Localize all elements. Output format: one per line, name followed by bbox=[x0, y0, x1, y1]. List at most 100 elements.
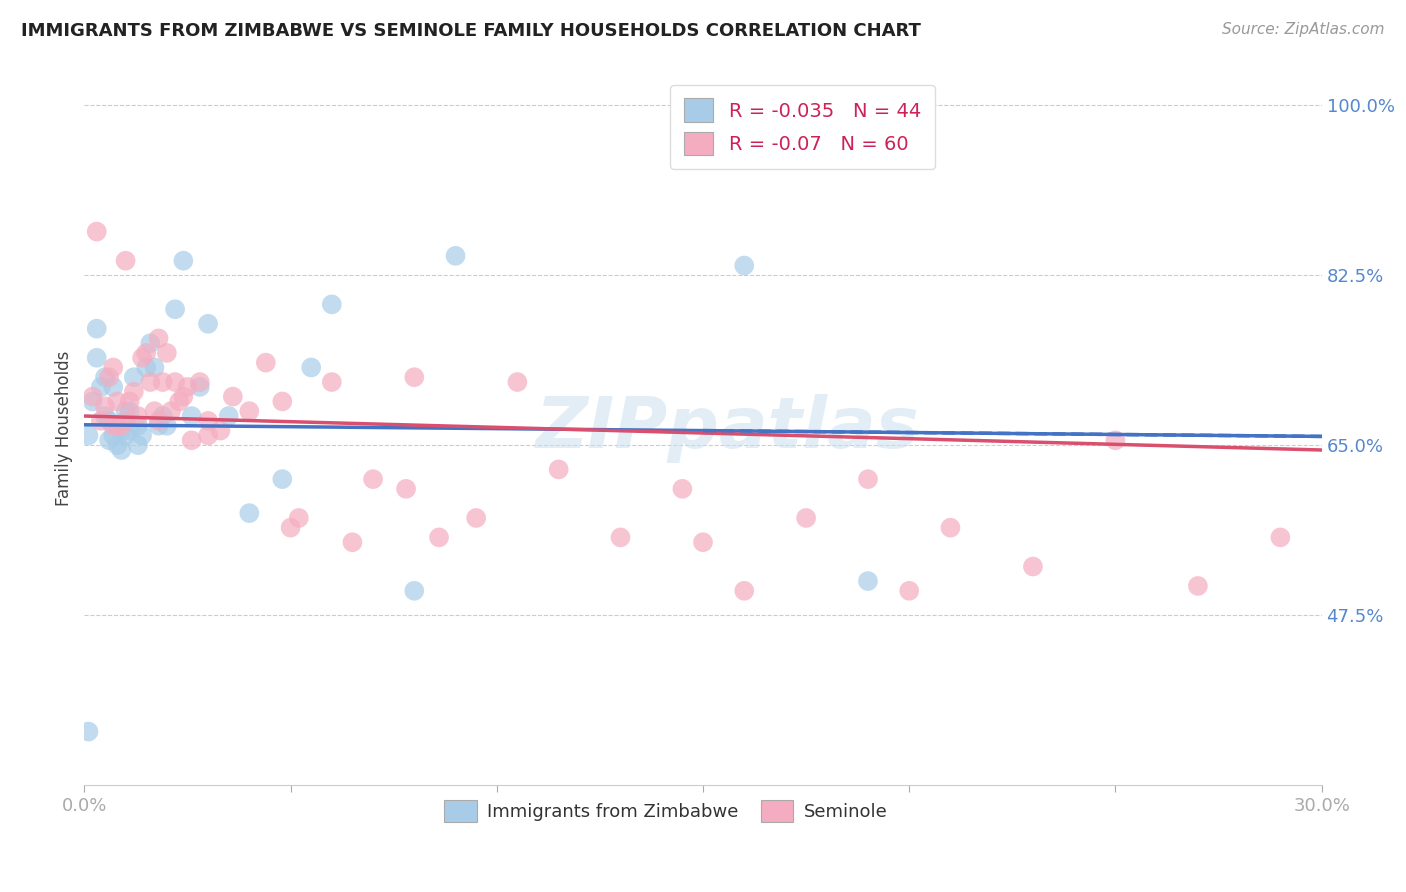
Point bbox=[118, 404, 141, 418]
Text: IMMIGRANTS FROM ZIMBABWE VS SEMINOLE FAMILY HOUSEHOLDS CORRELATION CHART: IMMIGRANTS FROM ZIMBABWE VS SEMINOLE FAM… bbox=[21, 22, 921, 40]
Point bbox=[172, 390, 194, 404]
Point bbox=[222, 390, 245, 404]
Point bbox=[110, 418, 132, 433]
Point bbox=[98, 370, 121, 384]
Point bbox=[86, 351, 108, 365]
Point bbox=[1104, 434, 1126, 448]
Point bbox=[188, 380, 211, 394]
Point bbox=[110, 424, 132, 438]
Point bbox=[197, 414, 219, 428]
Point bbox=[86, 225, 108, 239]
Point bbox=[139, 336, 162, 351]
Text: ZIPpatlas: ZIPpatlas bbox=[536, 393, 920, 463]
Point bbox=[671, 482, 693, 496]
Text: Source: ZipAtlas.com: Source: ZipAtlas.com bbox=[1222, 22, 1385, 37]
Point bbox=[238, 506, 260, 520]
Point bbox=[152, 375, 174, 389]
Point bbox=[114, 253, 136, 268]
Point bbox=[288, 511, 311, 525]
Point bbox=[404, 370, 426, 384]
Point bbox=[321, 375, 343, 389]
Point bbox=[506, 375, 529, 389]
Point bbox=[209, 424, 232, 438]
Point bbox=[148, 331, 170, 345]
Point bbox=[98, 434, 121, 448]
Point bbox=[94, 370, 117, 384]
Point bbox=[180, 434, 202, 448]
Point bbox=[127, 418, 149, 433]
Point bbox=[82, 394, 104, 409]
Point bbox=[148, 414, 170, 428]
Point bbox=[105, 418, 128, 433]
Point bbox=[77, 724, 100, 739]
Point bbox=[94, 400, 117, 414]
Point bbox=[1022, 559, 1045, 574]
Point bbox=[188, 375, 211, 389]
Point bbox=[465, 511, 488, 525]
Point bbox=[271, 472, 294, 486]
Point bbox=[898, 583, 921, 598]
Point bbox=[156, 418, 179, 433]
Y-axis label: Family Households: Family Households bbox=[55, 351, 73, 506]
Legend: Immigrants from Zimbabwe, Seminole: Immigrants from Zimbabwe, Seminole bbox=[437, 793, 894, 830]
Point bbox=[197, 317, 219, 331]
Point bbox=[135, 360, 157, 375]
Point bbox=[135, 346, 157, 360]
Point bbox=[118, 424, 141, 438]
Point bbox=[77, 428, 100, 442]
Point bbox=[143, 360, 166, 375]
Point bbox=[105, 418, 128, 433]
Point bbox=[160, 404, 183, 418]
Point bbox=[103, 360, 125, 375]
Point bbox=[131, 351, 153, 365]
Point bbox=[139, 375, 162, 389]
Point bbox=[218, 409, 240, 423]
Point bbox=[794, 511, 817, 525]
Point bbox=[110, 442, 132, 457]
Point bbox=[176, 380, 198, 394]
Point bbox=[165, 375, 187, 389]
Point bbox=[280, 521, 302, 535]
Point bbox=[165, 302, 187, 317]
Point bbox=[180, 409, 202, 423]
Point bbox=[103, 428, 125, 442]
Point bbox=[90, 414, 112, 428]
Point bbox=[167, 394, 190, 409]
Point bbox=[1187, 579, 1209, 593]
Point bbox=[321, 297, 343, 311]
Point bbox=[856, 574, 879, 588]
Point bbox=[238, 404, 260, 418]
Point bbox=[148, 418, 170, 433]
Point bbox=[143, 404, 166, 418]
Point bbox=[114, 414, 136, 428]
Point bbox=[103, 418, 125, 433]
Point bbox=[609, 530, 631, 544]
Point bbox=[271, 394, 294, 409]
Point bbox=[342, 535, 364, 549]
Point bbox=[547, 462, 569, 476]
Point bbox=[105, 438, 128, 452]
Point bbox=[254, 356, 277, 370]
Point bbox=[122, 370, 145, 384]
Point bbox=[127, 438, 149, 452]
Point bbox=[131, 428, 153, 442]
Point bbox=[94, 409, 117, 423]
Point bbox=[118, 394, 141, 409]
Point bbox=[122, 384, 145, 399]
Point bbox=[114, 404, 136, 418]
Point bbox=[361, 472, 384, 486]
Point bbox=[98, 414, 121, 428]
Point bbox=[103, 380, 125, 394]
Point bbox=[733, 259, 755, 273]
Point bbox=[733, 583, 755, 598]
Point bbox=[1270, 530, 1292, 544]
Point bbox=[299, 360, 322, 375]
Point bbox=[692, 535, 714, 549]
Point bbox=[856, 472, 879, 486]
Point bbox=[105, 394, 128, 409]
Point bbox=[152, 409, 174, 423]
Point bbox=[127, 409, 149, 423]
Point bbox=[156, 346, 179, 360]
Point bbox=[395, 482, 418, 496]
Point bbox=[939, 521, 962, 535]
